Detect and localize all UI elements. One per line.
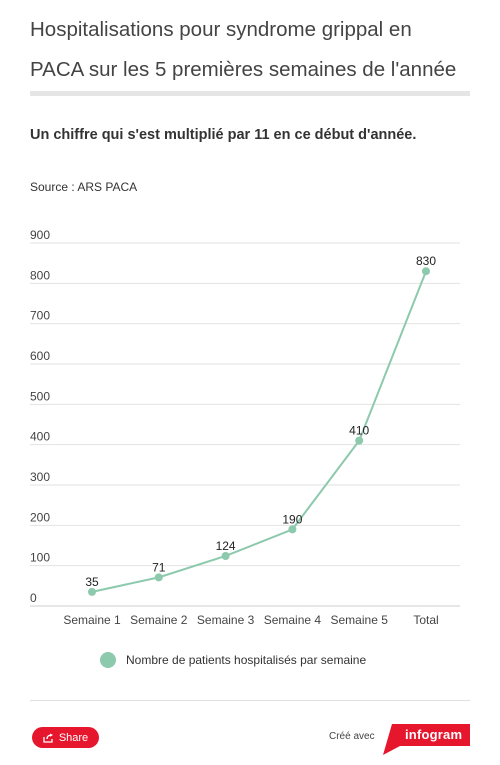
y-tick-label: 500	[30, 389, 50, 403]
footer-divider	[30, 700, 470, 701]
x-tick-label: Semaine 3	[197, 613, 255, 627]
chart-title: Hospitalisations pour syndrome grippal e…	[30, 18, 457, 81]
data-label: 830	[416, 254, 436, 268]
x-tick-label: Semaine 2	[130, 613, 188, 627]
data-label: 410	[349, 424, 369, 438]
line-chart: 0 100 200 300 400 500 600 700 800 900 Semaine 1 Sem…	[30, 228, 460, 627]
x-tick-label: Total	[413, 613, 438, 627]
data-point	[221, 551, 230, 560]
y-tick-label: 800	[30, 268, 50, 282]
title-divider	[30, 91, 470, 96]
data-point	[88, 587, 96, 596]
legend-marker	[100, 652, 116, 668]
infogram-logo[interactable]: infogram	[383, 724, 470, 755]
y-tick-label: 400	[30, 430, 50, 444]
y-tick-label: 700	[30, 309, 50, 323]
data-label: 124	[216, 539, 236, 553]
chart-subtitle: Un chiffre qui s'est multiplié par 11 en…	[30, 127, 417, 143]
y-tick-label: 100	[30, 551, 50, 565]
data-point	[288, 525, 297, 534]
data-point	[422, 267, 430, 276]
logo-shape	[383, 724, 470, 755]
x-tick-label: Semaine 5	[331, 613, 389, 627]
x-tick-label: Semaine 1	[63, 613, 121, 627]
data-label: 35	[85, 575, 99, 589]
y-tick-label: 200	[30, 510, 50, 524]
share-button[interactable]: Share	[32, 727, 99, 748]
data-point	[355, 436, 364, 445]
legend: Nombre de patients hospitalisés par sema…	[100, 652, 366, 668]
x-tick-label: Semaine 4	[264, 613, 322, 627]
y-tick-label: 0	[30, 591, 37, 605]
y-tick-label: 300	[30, 470, 50, 484]
share-icon	[43, 733, 53, 743]
source-note: Source : ARS PACA	[30, 180, 138, 194]
y-tick-label: 900	[30, 228, 50, 242]
brand-name: infogram	[405, 727, 463, 742]
share-label: Share	[58, 731, 89, 744]
data-point	[154, 573, 163, 582]
y-tick-label: 600	[30, 349, 50, 363]
series-line	[91, 270, 427, 593]
data-label: 190	[282, 512, 302, 526]
created-with-label: Créé avec	[329, 731, 375, 742]
data-label: 71	[152, 560, 166, 574]
legend-label: Nombre de patients hospitalisés par sema…	[126, 653, 367, 667]
